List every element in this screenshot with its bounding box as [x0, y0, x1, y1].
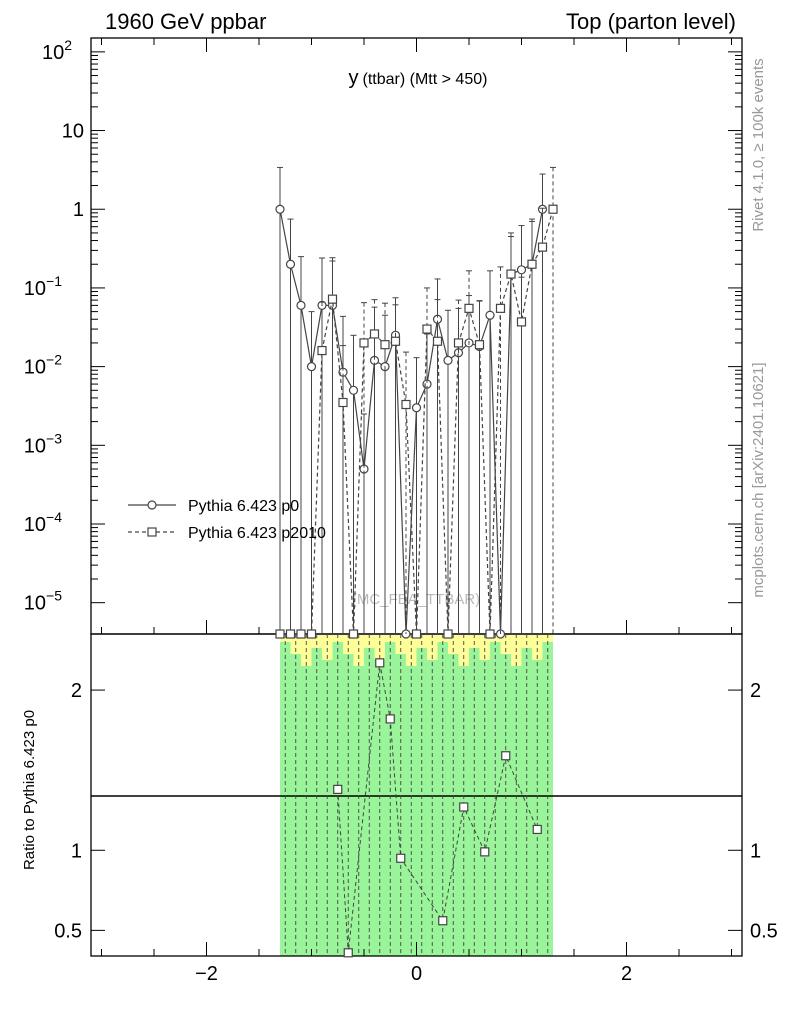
legend-marker-circle: [147, 500, 157, 510]
ratio-point-square: [375, 658, 385, 668]
ratio-y-tick-label-right: 2: [750, 680, 761, 702]
data-point-square: [464, 303, 474, 313]
data-point-square: [422, 324, 432, 334]
data-point-circle: [296, 300, 306, 310]
data-point-circle: [443, 355, 453, 365]
y-tick-label: 10−4: [24, 509, 62, 536]
band-green: [427, 660, 438, 956]
data-point-square: [306, 629, 317, 639]
data-point-square: [474, 340, 485, 350]
legend-marker-square: [147, 527, 157, 537]
data-point-square: [390, 336, 401, 346]
y-tick-label: 10−5: [24, 588, 62, 615]
data-point-square: [401, 399, 411, 410]
data-point-square: [369, 329, 380, 339]
ratio-points: [284, 634, 549, 958]
data-point-square: [296, 629, 306, 639]
data-point-square: [485, 629, 495, 639]
ratio-ylabel: Ratio to Pythia 6.423 p0: [21, 710, 38, 870]
legend: Pythia 6.423 p0 Pythia 6.423 p2010: [128, 498, 326, 542]
band-green: [479, 660, 490, 956]
data-point-square: [359, 338, 369, 348]
ratio-y-tick-label-right: 0.5: [750, 920, 778, 942]
ratio-y-tick-label: 0.5: [54, 920, 82, 942]
data-point-square: [432, 336, 443, 346]
data-point-square: [327, 294, 338, 304]
y-tick-label: 1: [73, 199, 84, 221]
series-p0: [275, 166, 548, 639]
header-left: 1960 GeV ppbar: [105, 9, 266, 34]
plot-title-main: y: [349, 67, 359, 89]
ratio-point-square: [501, 751, 511, 761]
ratio-point-square: [459, 802, 469, 812]
data-point-square: [495, 303, 506, 313]
data-point-square: [285, 629, 296, 639]
ratio-point-square: [396, 853, 406, 863]
legend-label-p0: Pythia 6.423 p0: [188, 498, 299, 515]
data-point-square: [537, 242, 548, 252]
axis-ticks: −2 0 2 102 10 1 10−1 10−2 10−3 10−4 10−5 2 2 1 1 0.5 0.5: [24, 37, 778, 985]
data-point-square: [411, 629, 422, 639]
band-green: [374, 660, 385, 956]
y-tick-label: 10−2: [24, 352, 62, 379]
data-point-circle: [485, 310, 495, 320]
ratio-point-square: [385, 714, 395, 724]
ratio-y-tick-label: 1: [71, 840, 82, 862]
legend-label-p2010: Pythia 6.423 p2010: [188, 525, 326, 542]
band-green: [322, 660, 333, 956]
data-point-circle: [306, 362, 317, 372]
x-tick-label: 0: [411, 963, 422, 985]
ratio-point-square: [333, 784, 343, 794]
data-point-square: [453, 338, 464, 348]
data-point-square: [527, 259, 537, 269]
data-point-circle: [516, 265, 527, 275]
data-point-square: [338, 397, 348, 408]
series-line: [280, 209, 554, 635]
series-p2010: [275, 166, 558, 639]
plot-title-sub: (ttbar) (Mtt > 450): [363, 71, 488, 88]
data-point-square: [443, 629, 453, 639]
series-line: [279, 209, 544, 635]
x-tick-label: −2: [195, 963, 218, 985]
band-green: [532, 660, 543, 956]
ratio-point-square: [438, 916, 448, 926]
ratio-point-square: [480, 847, 490, 857]
y-tick-label: 10: [62, 121, 84, 143]
mcplots-label: mcplots.cern.ch [arXiv:2401.10621]: [750, 362, 767, 597]
data-point-square: [516, 317, 527, 327]
data-point-circle: [275, 204, 285, 214]
data-point-square: [380, 340, 390, 350]
data-point-circle: [348, 385, 359, 395]
data-point-square: [317, 345, 327, 356]
ratio-y-tick-label-right: 1: [750, 840, 761, 862]
y-tick-label: 10−1: [24, 273, 62, 300]
header-right: Top (parton level): [566, 9, 736, 34]
plot-title: y (ttbar) (Mtt > 450): [349, 67, 488, 89]
data-series: [275, 166, 558, 639]
y-tick-label: 102: [42, 37, 72, 64]
x-tick-label: 2: [621, 963, 632, 985]
rivet-version-label: Rivet 4.1.0, ≥ 100k events: [750, 58, 767, 231]
data-point-circle: [285, 259, 296, 269]
data-point-circle: [411, 403, 422, 413]
data-point-square: [506, 269, 516, 279]
data-point-square: [275, 629, 285, 639]
ratio-point-square: [532, 824, 542, 835]
data-point-square: [548, 204, 558, 214]
data-point-square: [348, 629, 359, 639]
ratio-y-tick-label: 2: [71, 680, 82, 702]
ratio-point-square: [343, 948, 353, 958]
y-tick-label: 10−3: [24, 430, 62, 457]
